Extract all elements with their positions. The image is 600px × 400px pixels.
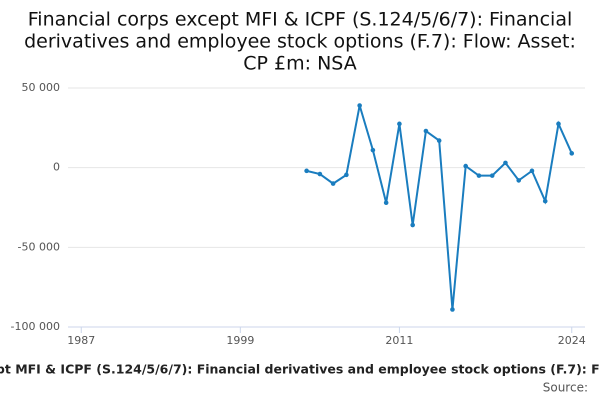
chart-title: CP £m: NSA <box>243 53 356 75</box>
point <box>569 151 575 156</box>
point <box>344 172 349 178</box>
point <box>450 307 455 312</box>
x-tick-label: 2011 <box>385 334 413 347</box>
point <box>542 198 548 204</box>
point <box>410 222 415 228</box>
point <box>304 168 309 174</box>
point <box>476 173 482 178</box>
x-tick-label: 2024 <box>558 334 586 347</box>
line <box>306 105 573 310</box>
point <box>463 163 468 169</box>
point <box>423 128 429 134</box>
point <box>397 121 402 127</box>
chart-title: Financial corps except MFI & ICPF (S.124… <box>28 9 573 31</box>
y-tick-label: -100 000 <box>11 320 60 333</box>
point <box>529 168 535 174</box>
point <box>436 138 442 143</box>
x-tick-label: 1987 <box>67 334 95 347</box>
source: Source: <box>543 381 588 395</box>
y-tick-label: 0 <box>53 161 60 174</box>
x-tick-label: 1999 <box>226 334 254 347</box>
point <box>317 171 323 177</box>
point <box>503 160 508 166</box>
point <box>489 173 495 178</box>
point <box>516 178 522 183</box>
point <box>383 200 389 206</box>
chart-title: derivatives and employee stock options (… <box>24 31 576 53</box>
y-tick-label: -50 000 <box>18 240 60 253</box>
point <box>370 147 376 153</box>
footer-title: ept MFI & ICPF (S.124/5/6/7): Financial … <box>0 362 600 377</box>
point <box>556 121 561 127</box>
y-tick-label: 50 000 <box>22 81 61 94</box>
point <box>357 103 362 108</box>
point <box>330 181 336 186</box>
